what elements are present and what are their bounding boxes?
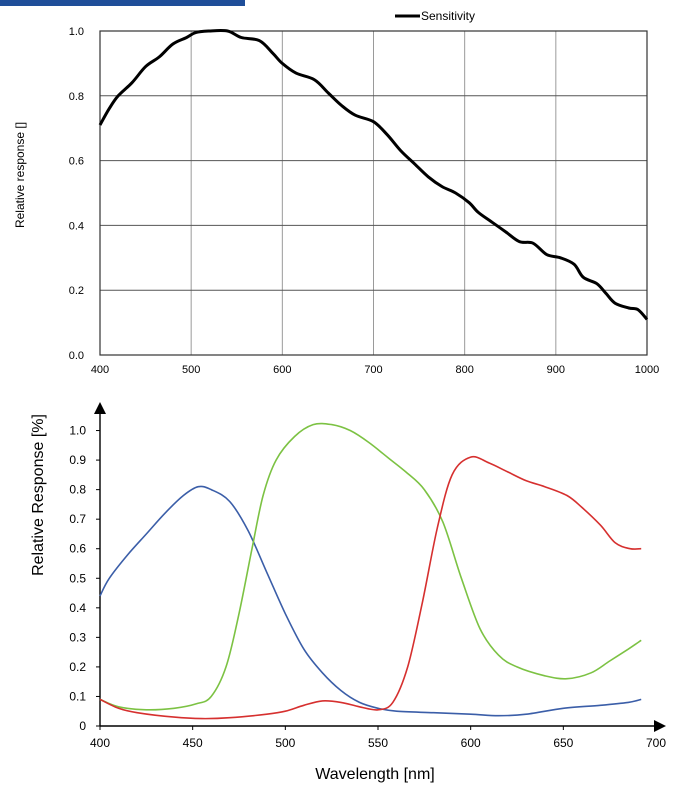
- sensitivity-y-tick-labels: 0.0 0.2 0.4 0.6 0.8 1.0: [69, 26, 84, 362]
- sensitivity-x-tick-label: 800: [455, 364, 473, 376]
- rgb-x-tick-label: 550: [368, 736, 388, 750]
- sensitivity-plot-frame: [99, 30, 648, 356]
- rgb-x-tick-label: 700: [646, 736, 666, 750]
- rgb-response-chart: 400 450 500 550 600 650 700 0 0.1 0.2 0.3 0.4 0.5 0.…: [30, 402, 666, 783]
- rgb-y-axis-label: Relative Response [%]: [30, 414, 47, 576]
- rgb-x-tick-label: 450: [183, 736, 203, 750]
- rgb-y-axis-arrowhead: [94, 402, 106, 414]
- rgb-y-tick-labels: 0 0.1 0.2 0.3 0.4 0.5 0.6 0.7 0.8 0.9 1.0: [69, 424, 100, 733]
- sensitivity-y-tick-label: 0.6: [69, 156, 84, 168]
- rgb-y-tick-label: 1.0: [69, 424, 86, 438]
- sensitivity-y-tick-label: 0.4: [69, 220, 84, 232]
- legend-label-sensitivity: Sensitivity: [421, 9, 475, 23]
- rgb-y-tick-label: 0.1: [69, 689, 86, 703]
- rgb-x-tick-labels: 400 450 500 550 600 650 700: [90, 726, 666, 750]
- rgb-x-axis-arrowhead: [654, 720, 666, 732]
- rgb-x-axis-label: Wavelength [nm]: [315, 766, 434, 783]
- sensitivity-y-tick-label: 0.8: [69, 91, 84, 103]
- rgb-x-tick-label: 600: [461, 736, 481, 750]
- sensitivity-x-tick-label: 700: [364, 364, 382, 376]
- rgb-x-tick-label: 500: [275, 736, 295, 750]
- rgb-y-tick-label: 0.8: [69, 483, 86, 497]
- sensitivity-x-tick-label: 500: [182, 364, 200, 376]
- sensitivity-legend: Sensitivity: [395, 9, 475, 23]
- sensitivity-series-layer: [98, 28, 649, 321]
- rgb-x-tick-label: 400: [90, 736, 110, 750]
- red-response-curve: [99, 455, 642, 720]
- sensitivity-y-axis-label: Relative response []: [13, 122, 27, 228]
- rgb-y-tick-label: 0: [79, 719, 86, 733]
- sensitivity-x-tick-label: 900: [547, 364, 565, 376]
- sensitivity-y-tick-label: 0.2: [69, 285, 84, 297]
- rgb-x-tick-label: 650: [553, 736, 573, 750]
- page-header-bar: [0, 0, 245, 6]
- rgb-y-tick-label: 0.2: [69, 660, 86, 674]
- green-response-curve: [99, 422, 642, 711]
- sensitivity-chart: 400 500 600 700 800 900 1000 0.0 0.2 0.4 0.6 0.8 1.…: [13, 9, 659, 376]
- rgb-y-tick-label: 0.5: [69, 571, 86, 585]
- sensitivity-y-tick-label: 0.0: [69, 350, 84, 362]
- blue-response-curve: [99, 485, 642, 717]
- sensitivity-x-tick-label: 600: [273, 364, 291, 376]
- rgb-y-tick-label: 0.3: [69, 630, 86, 644]
- rgb-y-tick-label: 0.4: [69, 601, 86, 615]
- rgb-series-layer: [99, 422, 642, 720]
- sensitivity-x-tick-label: 1000: [635, 364, 659, 376]
- sensitivity-curve: [98, 28, 649, 321]
- sensitivity-x-tick-label: 400: [91, 364, 109, 376]
- rgb-y-tick-label: 0.7: [69, 512, 86, 526]
- rgb-y-tick-label: 0.6: [69, 542, 86, 556]
- sensitivity-y-tick-label: 1.0: [69, 26, 84, 38]
- rgb-y-tick-label: 0.9: [69, 453, 86, 467]
- sensitivity-x-tick-labels: 400 500 600 700 800 900 1000: [91, 364, 659, 376]
- sensitivity-grid: [100, 31, 647, 355]
